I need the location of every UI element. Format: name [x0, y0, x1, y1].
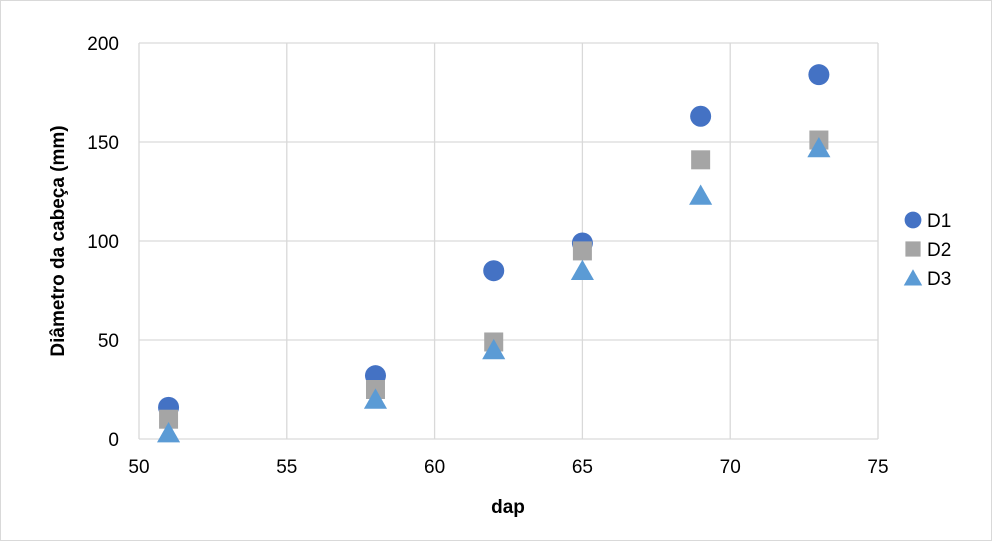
x-tick-labels: 50 55 60 65 70 75 — [128, 457, 888, 478]
y-tick-label-100: 100 — [87, 232, 119, 253]
grid-lines — [138, 42, 879, 440]
x-tick-label-75: 75 — [867, 457, 888, 478]
x-tick-label-50: 50 — [128, 457, 149, 478]
legend-label-d2: D2 — [927, 240, 951, 261]
legend-marker-d3 — [903, 269, 923, 286]
legend-marker-d2 — [905, 241, 921, 257]
y-tick-label-0: 0 — [108, 430, 119, 451]
y-tick-label-150: 150 — [87, 133, 119, 154]
legend-label-d1: D1 — [927, 211, 951, 232]
legend-label-d3: D3 — [927, 269, 951, 290]
x-tick-label-55: 55 — [276, 457, 297, 478]
point-d2-0 — [159, 409, 179, 429]
point-d1-5 — [808, 64, 830, 86]
point-d1-2 — [483, 260, 505, 282]
x-tick-label-60: 60 — [424, 457, 445, 478]
legend-marker-d1 — [904, 211, 922, 229]
y-tick-label-200: 200 — [87, 34, 119, 55]
x-tick-label-70: 70 — [720, 457, 741, 478]
point-d2-3 — [572, 241, 592, 261]
point-d3-4 — [689, 184, 713, 205]
point-d3-2 — [482, 338, 506, 360]
x-axis-title: dap — [491, 497, 525, 518]
point-d3-0 — [157, 422, 181, 443]
y-axis-title: Diâmetro da cabeça (mm) — [48, 125, 69, 356]
point-d3-3 — [570, 259, 594, 281]
point-d2-4 — [691, 150, 711, 170]
data-points — [157, 64, 831, 443]
legend: D1 D2 D3 — [903, 211, 951, 290]
point-d1-4 — [690, 105, 712, 127]
y-tick-label-50: 50 — [98, 331, 119, 352]
point-d3-5 — [807, 136, 831, 158]
y-tick-labels: 0 50 100 150 200 — [87, 34, 119, 451]
point-d3-1 — [363, 388, 388, 409]
x-tick-label-65: 65 — [572, 457, 593, 478]
